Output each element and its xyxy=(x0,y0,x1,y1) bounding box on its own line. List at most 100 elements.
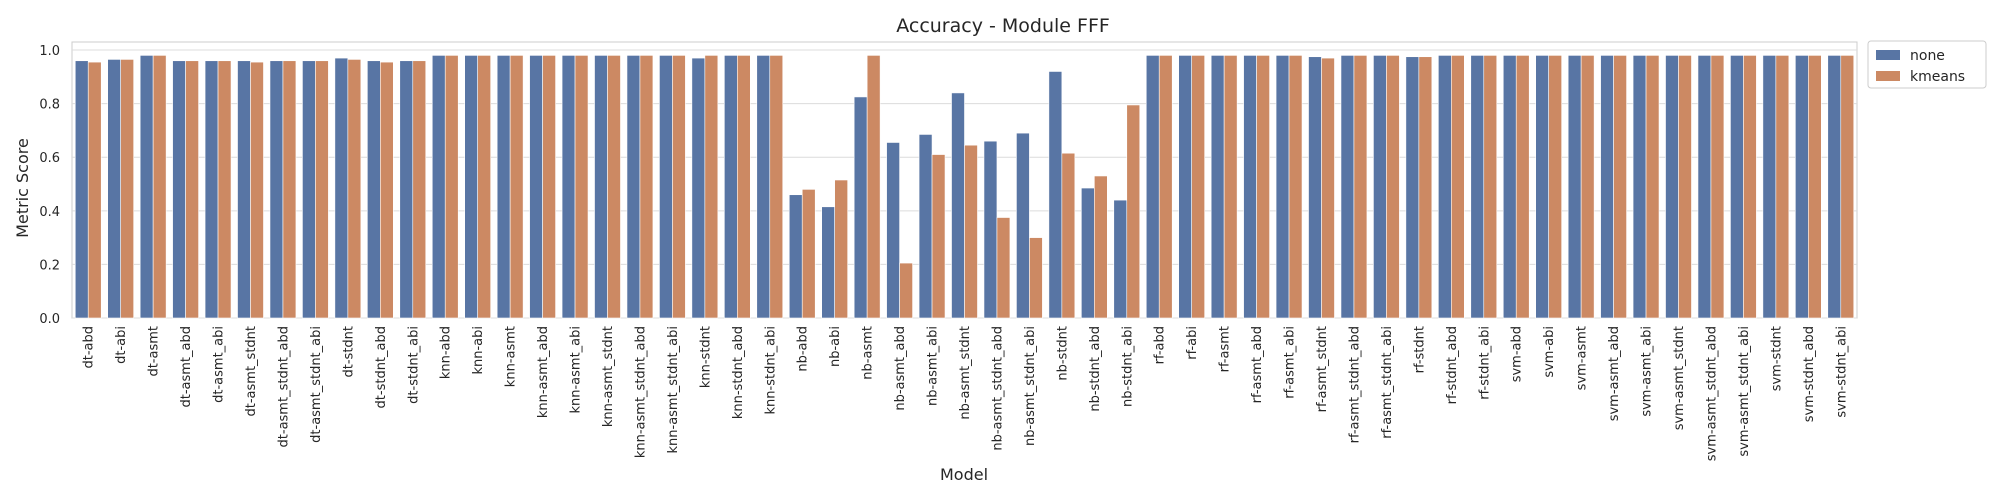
legend: none kmeans xyxy=(1867,40,1987,89)
bar-kmeans-rf-asmt_stdnt xyxy=(1321,57,1335,319)
bar-none-knn-asmt_stdnt_abd xyxy=(626,55,641,319)
bar-none-knn-asmt_stdnt xyxy=(594,55,608,319)
x-tick-label: rf-asmt_stdnt_abi xyxy=(1380,326,1395,439)
bar-kmeans-nb-abi xyxy=(834,179,848,319)
x-tick-label: dt-asmt_stdnt_abd xyxy=(276,326,291,447)
bar-none-rf-asmt_stdnt_abi xyxy=(1373,55,1387,319)
bar-none-knn-asmt_abi xyxy=(561,55,576,319)
bar-kmeans-knn-asmt xyxy=(509,55,524,319)
y-tick-label: 0.2 xyxy=(39,258,60,273)
x-tick-label: dt-stdnt_abd xyxy=(374,326,389,408)
bar-none-rf-abd xyxy=(1145,55,1160,319)
bar-none-rf-asmt_abd xyxy=(1243,55,1257,319)
bar-kmeans-nb-asmt_stdnt xyxy=(964,144,978,319)
x-tick-label: svm-asmt_stdnt_abi xyxy=(1737,326,1752,457)
bar-none-rf-asmt_stdnt xyxy=(1308,56,1322,319)
x-axis-label: Model xyxy=(940,465,988,484)
x-tick-label: nb-asmt xyxy=(861,326,876,380)
bar-none-nb-abd xyxy=(788,194,803,319)
bar-none-rf-stdnt_abi xyxy=(1470,55,1485,319)
x-tick-label: nb-asmt_abi xyxy=(926,326,941,406)
bar-kmeans-svm-asmt_stdnt_abd xyxy=(1710,55,1725,319)
bar-kmeans-knn-asmt_stdnt_abd xyxy=(639,55,654,319)
bar-kmeans-dt-asmt_abi xyxy=(217,60,232,319)
x-tick-label: dt-stdnt xyxy=(341,326,356,378)
x-axis-ticks: dt-abd dt-abi dt-asmt dt-asmt_abd dt-asmt_ab… xyxy=(82,326,1850,461)
bar-kmeans-rf-asmt_abd xyxy=(1256,55,1270,319)
bar-none-knn-abd xyxy=(431,55,446,319)
bar-kmeans-rf-abd xyxy=(1158,55,1173,319)
bar-none-nb-asmt_stdnt_abi xyxy=(1016,132,1030,319)
bar-none-nb-abi xyxy=(821,206,835,319)
bar-kmeans-rf-asmt xyxy=(1223,55,1238,319)
bar-none-svm-asmt_abd xyxy=(1600,55,1614,319)
bar-kmeans-svm-asmt_stdnt xyxy=(1678,55,1692,319)
x-tick-label: dt-abi xyxy=(114,326,129,364)
bar-none-knn-stdnt xyxy=(691,57,706,319)
bar-kmeans-rf-stdnt_abd xyxy=(1451,55,1465,319)
bar-kmeans-svm-asmt_stdnt_abi xyxy=(1743,55,1757,319)
x-tick-label: nb-asmt_abd xyxy=(893,326,908,411)
bar-kmeans-rf-abi xyxy=(1191,55,1205,319)
bar-none-dt-asmt_stdnt_abi xyxy=(302,60,316,319)
x-tick-label: knn-asmt xyxy=(504,326,519,387)
bar-none-rf-asmt xyxy=(1210,55,1225,319)
bar-none-knn-stdnt_abd xyxy=(724,55,738,319)
bar-none-nb-asmt xyxy=(853,96,868,319)
x-tick-label: dt-asmt xyxy=(147,326,162,377)
x-tick-label: svm-asmt_abd xyxy=(1607,326,1622,421)
x-tick-label: nb-asmt_stdnt_abi xyxy=(1023,326,1038,446)
x-tick-label: knn-asmt_stdnt_abi xyxy=(666,326,681,454)
x-tick-label: svm-stdnt xyxy=(1769,326,1784,391)
bar-none-dt-abi xyxy=(107,59,121,319)
bar-kmeans-rf-asmt_abi xyxy=(1288,55,1303,319)
x-tick-label: knn-asmt_stdnt xyxy=(601,326,616,427)
bar-kmeans-dt-stdnt_abi xyxy=(412,60,427,319)
bars xyxy=(74,55,1855,319)
bar-none-svm-asmt_stdnt_abd xyxy=(1697,55,1712,319)
x-tick-label: dt-abd xyxy=(82,326,97,369)
bar-none-nb-asmt_stdnt xyxy=(951,92,965,319)
bar-kmeans-knn-abi xyxy=(477,55,491,319)
bar-kmeans-knn-abd xyxy=(444,55,459,319)
x-tick-label: svm-abi xyxy=(1542,326,1557,378)
bar-none-svm-stdnt_abd xyxy=(1795,55,1809,319)
y-axis-ticks: 0.0 0.2 0.4 0.6 0.8 1.0 xyxy=(39,44,60,327)
bar-none-svm-stdnt xyxy=(1762,55,1777,319)
bar-kmeans-knn-stdnt xyxy=(704,55,719,319)
bar-none-dt-stdnt_abi xyxy=(399,60,414,319)
x-tick-label: rf-stdnt_abi xyxy=(1477,326,1492,400)
x-tick-label: svm-stdnt_abd xyxy=(1802,326,1817,422)
bar-none-dt-asmt_stdnt_abd xyxy=(269,60,284,319)
x-tick-label: svm-asmt_abi xyxy=(1640,326,1655,417)
y-tick-label: 0.0 xyxy=(39,312,60,327)
chart-title: Accuracy - Module FFF xyxy=(896,15,1110,37)
y-tick-label: 0.8 xyxy=(39,98,60,113)
bar-kmeans-knn-asmt_abd xyxy=(542,55,556,319)
bar-kmeans-nb-asmt_stdnt_abi xyxy=(1029,237,1043,319)
bar-kmeans-nb-asmt_stdnt_abd xyxy=(996,217,1011,319)
y-tick-label: 0.6 xyxy=(39,151,60,166)
bar-none-dt-stdnt xyxy=(334,57,349,319)
x-tick-label: rf-stdnt_abd xyxy=(1445,326,1460,404)
bar-none-dt-stdnt_abd xyxy=(367,60,381,319)
x-tick-label: rf-asmt_stdnt xyxy=(1315,326,1330,412)
bar-kmeans-svm-asmt_abd xyxy=(1613,55,1627,319)
legend-swatch-none xyxy=(1876,50,1900,60)
bar-none-dt-asmt_stdnt xyxy=(237,60,251,319)
x-tick-label: knn-abi xyxy=(471,326,486,375)
x-tick-label: dt-asmt_abd xyxy=(179,326,194,408)
x-tick-label: rf-asmt xyxy=(1218,326,1233,372)
bar-kmeans-dt-asmt_stdnt_abd xyxy=(282,60,297,319)
x-tick-label: rf-asmt_stdnt_abd xyxy=(1347,326,1362,443)
x-tick-label: svm-stdnt_abi xyxy=(1834,326,1849,418)
bar-kmeans-dt-asmt_stdnt_abi xyxy=(315,60,329,319)
bar-none-svm-asmt_abi xyxy=(1632,55,1647,319)
bar-kmeans-rf-asmt_stdnt_abi xyxy=(1386,55,1400,319)
bar-none-rf-stdnt_abd xyxy=(1438,55,1452,319)
bar-none-svm-abd xyxy=(1502,55,1517,319)
legend-label-none: none xyxy=(1910,48,1945,64)
bar-kmeans-svm-abi xyxy=(1548,55,1562,319)
bar-none-knn-asmt_abd xyxy=(529,55,543,319)
